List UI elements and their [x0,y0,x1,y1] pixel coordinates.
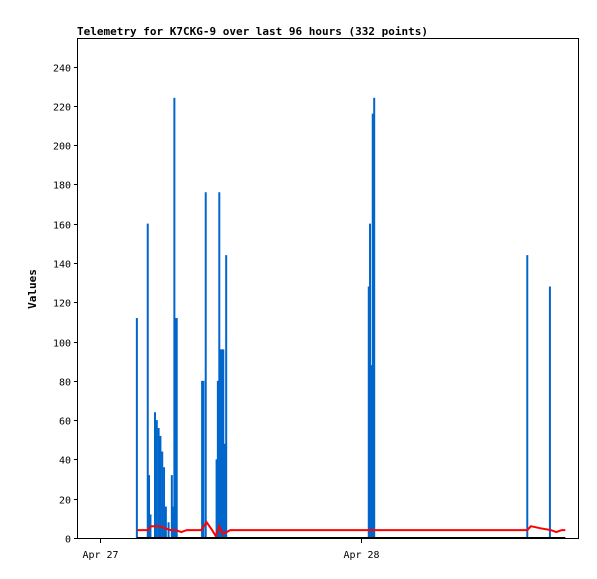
y-axis: 0 20 40 60 80 100 120 140 160 180 200 220 240 [53,64,78,546]
x-tick-label-1: Apr 28 [343,550,379,561]
y-axis-label: Values [26,269,39,309]
y-tick-label-60: 60 [59,417,71,428]
y-tick-label-200: 200 [53,142,71,153]
y-tick-label-180: 180 [53,181,71,192]
y-tick-label-160: 160 [53,221,71,232]
plot-frame [77,38,579,539]
series-1-line [136,520,566,539]
x-axis: Apr 27 Apr 28 [82,538,380,561]
y-tick-label-140: 140 [53,260,71,271]
y-tick-label-120: 120 [53,299,71,310]
y-tick-label-20: 20 [59,496,71,507]
series-layer [135,97,566,539]
x-tick-label-0: Apr 27 [82,550,118,561]
chart-title: Telemetry for K7CKG-9 over last 96 hours… [77,25,428,38]
y-tick-label-0: 0 [65,535,71,546]
y-tick-label-220: 220 [53,103,71,114]
y-tick-label-40: 40 [59,456,71,467]
y-tick-label-240: 240 [53,64,71,75]
y-tick-label-100: 100 [53,339,71,350]
y-tick-label-80: 80 [59,378,71,389]
